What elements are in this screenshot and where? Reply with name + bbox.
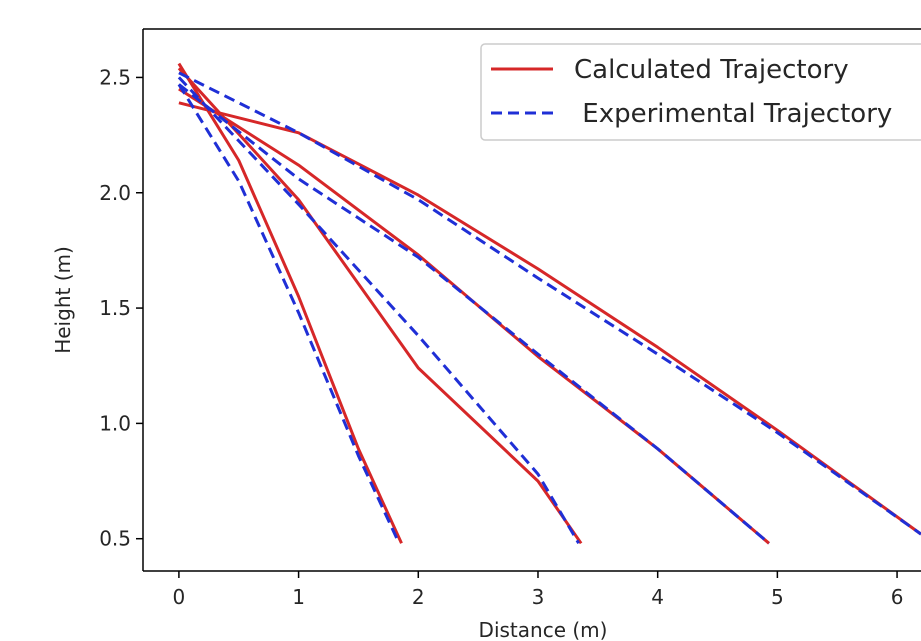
legend: Calculated Trajectory Experimental Traje… bbox=[480, 43, 921, 141]
calculated-trajectory-line-2 bbox=[177, 67, 583, 545]
y-tick-label-2.5: 2.5 bbox=[99, 65, 131, 89]
y-tick-label-1.5: 1.5 bbox=[99, 296, 131, 320]
calculated-trajectory-line-1 bbox=[177, 62, 403, 544]
y-tick-label-1: 1.0 bbox=[99, 411, 131, 435]
calculated-trajectory-line-3 bbox=[178, 87, 770, 545]
experimental-trajectory-line-4 bbox=[178, 71, 921, 536]
y-tick-label-0.5: 0.5 bbox=[99, 527, 131, 551]
calculated-trajectory-line-4 bbox=[178, 101, 921, 536]
x-tick-label-4: 4 bbox=[651, 585, 664, 609]
x-axis-label: Distance (m) bbox=[479, 618, 608, 641]
plot-frame bbox=[142, 28, 921, 572]
experimental-trajectory-line-3 bbox=[177, 83, 770, 545]
axis-ticks: 0 1 2 3 4 5 6 0.5 1.0 1.5 2.0 2.5 bbox=[99, 65, 903, 609]
y-axis-label: Height (m) bbox=[51, 246, 75, 354]
x-tick-label-5: 5 bbox=[771, 585, 784, 609]
x-tick-label-6: 6 bbox=[891, 585, 904, 609]
legend-calculated-label: Calculated Trajectory bbox=[574, 55, 849, 85]
legend-box bbox=[480, 43, 921, 141]
x-tick-label-3: 3 bbox=[532, 585, 545, 609]
y-tick-label-2: 2.0 bbox=[99, 181, 131, 205]
plot-series-layer bbox=[177, 62, 921, 545]
x-tick-label-0: 0 bbox=[173, 585, 186, 609]
x-tick-label-2: 2 bbox=[412, 585, 425, 609]
legend-experimental-label: Experimental Trajectory bbox=[574, 99, 892, 129]
x-tick-label-1: 1 bbox=[292, 585, 305, 609]
experimental-trajectory-line-1 bbox=[177, 83, 401, 544]
experimental-trajectory-line-2 bbox=[177, 76, 580, 545]
